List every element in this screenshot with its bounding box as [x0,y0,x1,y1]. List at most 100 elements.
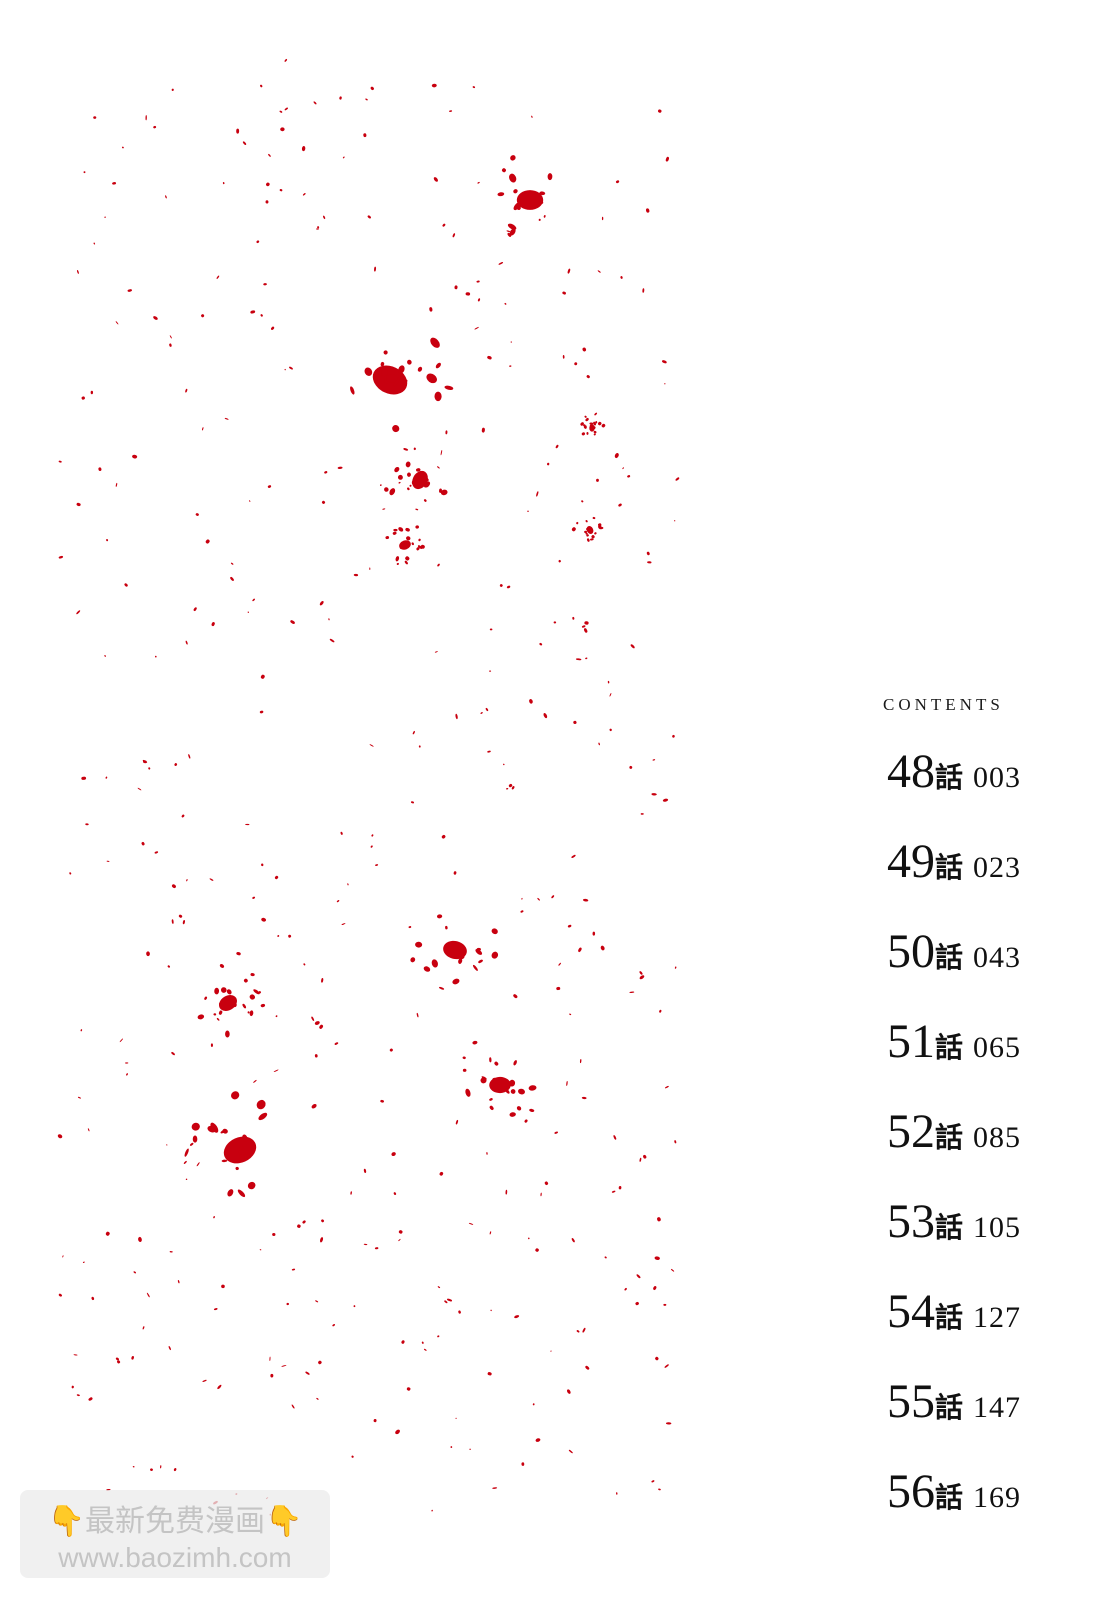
blood-drop [90,390,94,395]
blood-drop [440,449,443,456]
toc-row: 55 話 147 [887,1378,1021,1468]
blood-drop [437,1335,440,1338]
blood-drop [58,1293,62,1297]
blood-drop [555,444,559,449]
blood-drop [535,1438,541,1442]
blood-drop [58,460,62,463]
blood-drop [558,962,562,966]
blood-drop [256,240,260,244]
blood-drop [639,971,643,975]
blood-drop [513,189,518,194]
chapter-number: 49 [887,835,935,888]
blood-drop [313,101,317,105]
blood-drop [347,883,349,886]
blood-drop [444,385,454,390]
blood-drop [553,621,557,624]
blood-drop [169,335,172,339]
blood-drop [423,481,431,488]
blood-drop [394,466,400,473]
blood-drop [472,1040,478,1045]
blood-drop [192,1135,198,1143]
blood-drop [540,1192,542,1197]
blood-drop [213,1013,217,1016]
blood-drop [449,110,453,112]
blood-drop [489,1105,494,1110]
blood-drop [440,489,448,496]
blood-drop [132,454,138,459]
page-number: 023 [973,851,1022,884]
blood-drop [184,1148,189,1157]
blood-drop [585,657,588,660]
blood-drop [528,1085,537,1091]
blood-drop [150,1468,153,1471]
blood-drop [516,190,544,210]
chapter-suffix: 話 [935,1481,964,1514]
blood-drop [389,488,396,496]
blood-drop [230,576,234,581]
blood-drop [651,793,657,796]
blood-drop [205,539,210,544]
blood-drop [594,532,597,535]
blood-drop [314,1021,320,1025]
blood-drop [630,644,635,649]
blood-drop [674,520,676,522]
blood-drop [329,638,335,643]
blood-drop [674,1140,677,1144]
blood-drop [223,1136,257,1164]
blood-drop [303,963,306,966]
blood-drop [259,1249,262,1251]
blood-drop [513,1060,517,1066]
blood-drop [239,1153,245,1161]
blood-drop [434,651,438,653]
blood-drop [435,362,441,369]
blood-drop [185,640,188,645]
blood-drop [518,1088,525,1095]
blood-drop [286,1302,290,1306]
blood-drop [579,1058,582,1064]
blood-drop [655,1356,659,1361]
blood-drop [124,583,128,587]
blood-drop [581,500,584,503]
blood-drop [316,1397,319,1400]
blood-drop [403,448,409,451]
blood-drop [616,1492,618,1495]
blood-drop [193,607,197,612]
blood-drop [280,127,285,132]
blood-drop [289,366,293,370]
blood-drop [242,141,247,145]
blood-drop [272,1233,276,1236]
blood-drop [589,529,594,533]
blood-drop [607,680,610,684]
blood-drop [260,84,263,88]
blood-drop [245,823,250,826]
blood-drop [595,421,598,424]
blood-drop [363,1243,368,1246]
blood-drop [589,422,594,425]
blood-drop [574,362,578,366]
blood-drop [472,86,476,89]
blood-drop [521,1462,525,1466]
blood-drop [586,534,589,537]
blood-drop [154,851,159,854]
watermark[interactable]: 👇最新免费漫画👇 www.baozimh.com [20,1490,330,1578]
blood-drop [653,1286,657,1291]
blood-drop [434,391,442,402]
blood-drop [146,1292,150,1298]
blood-drop [568,1449,573,1454]
blood-drop [117,1360,121,1364]
blood-drop [216,275,220,279]
blood-drop [609,692,612,697]
blood-drop [409,484,412,487]
blood-drop [317,226,320,229]
blood-drop [365,98,368,101]
blood-drop [401,1340,405,1344]
blood-drop [182,920,185,925]
blood-drop [431,1509,433,1512]
page-number: 065 [973,1031,1022,1064]
blood-drop [575,658,582,661]
blood-drop [253,1079,257,1083]
blood-drop [395,556,400,562]
blood-drop [547,173,553,181]
blood-drop [486,1152,488,1155]
blood-drop [202,427,204,431]
